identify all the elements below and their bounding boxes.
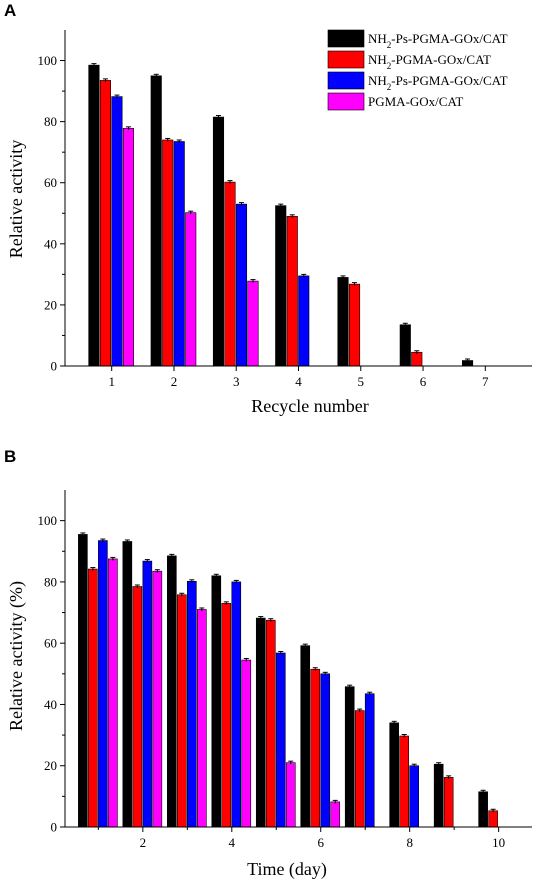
legend-swatch-0 [327,29,365,48]
x-tick-label-pa-4: 5 [358,374,365,389]
bar-pb-s1-c2 [177,594,187,828]
bar-pb-s1-c6 [354,710,365,828]
bar-pa-s2-c1 [173,141,185,367]
panel-a: A 0 20 40 60 80 100 1 2 3 4 5 6 7 NH2-Ps-PGMA-GOx/CA… [4,1,532,416]
y-tick-label-pa-5: 100 [38,53,58,68]
panel-a-y-axis-title: Relative activity [6,140,26,258]
bar-pa-s1-c5 [411,351,423,367]
bar-pb-s0-c1 [122,541,133,828]
y-tick-label-pa-0: 0 [51,359,58,374]
x-tick-label-pa-3: 4 [295,374,302,389]
y-tick-label-pb-4: 80 [44,574,57,589]
bar-pb-s0-c7 [389,722,399,828]
panel-b-y-axis-title: Relative activity (%) [6,581,27,731]
bar-pb-s1-c3 [221,603,232,828]
bar-pb-s3-c3 [241,659,252,828]
bar-pa-s2-c2 [235,203,248,367]
bar-pb-s2-c6 [364,693,375,828]
bar-pb-s0-c9 [478,791,488,828]
bar-pb-s0-c0 [78,534,88,828]
panel-b: B 0 20 40 60 80 100 2 4 6 8 10 Time (day) Relative… [4,447,532,880]
legend-label-3: PGMA-GOx/CAT [368,94,463,109]
bar-pa-s3-c2 [247,280,259,367]
bar-pb-s3-c1 [152,570,163,828]
panel-b-bars [78,532,498,828]
bar-pb-s2-c1 [142,560,153,828]
bar-pb-s3-c5 [330,801,341,828]
bar-pb-s0-c4 [255,617,266,828]
bar-pa-s0-c2 [212,116,225,367]
bar-pb-s1-c7 [399,735,409,828]
panel-b-x-axis-title: Time (day) [247,859,327,880]
bar-pa-s1-c0 [99,80,111,367]
bar-pb-s1-c5 [310,668,321,828]
bar-pb-s2-c3 [231,581,242,828]
bar-pb-s3-c2 [197,609,207,828]
bar-pa-s3-c0 [122,128,134,367]
x-tick-label-pb-5: 6 [317,835,324,850]
bar-pb-s1-c4 [265,619,276,828]
x-tick-label-pa-5: 6 [420,374,427,389]
x-tick-label-pb-1: 2 [140,835,147,850]
bar-pa-s0-c5 [399,324,411,367]
bar-pb-s2-c4 [275,652,286,828]
legend-label-2: NH2-Ps-PGMA-GOx/CAT [368,73,508,92]
bar-pa-s0-c3 [275,205,287,367]
bar-pb-s2-c5 [320,673,331,828]
bar-pb-s0-c6 [344,686,355,828]
bar-pa-s1-c2 [224,181,236,367]
bar-pb-s0-c2 [167,555,177,828]
x-tick-label-pa-2: 3 [233,374,240,389]
bar-pb-s1-c8 [443,777,454,828]
bar-pb-s2-c7 [409,765,419,828]
bar-pa-s0-c0 [88,64,100,367]
x-tick-label-pb-9: 10 [492,835,505,850]
panel-b-axes: 0 20 40 60 80 100 2 4 6 8 10 [38,490,532,850]
bar-pa-s1-c4 [348,283,361,367]
y-tick-label-pa-2: 40 [44,236,57,251]
y-tick-label-pb-2: 40 [44,697,57,712]
bar-pb-s1-c9 [488,810,498,828]
bar-pb-s1-c0 [88,568,98,828]
bar-pa-s0-c1 [150,75,162,367]
bar-pa-s1-c3 [286,216,298,367]
x-tick-label-pa-1: 2 [171,374,178,389]
y-tick-label-pb-5: 100 [38,513,58,528]
bar-pa-s2-c3 [298,275,310,367]
panel-b-letter: B [4,447,16,466]
x-tick-label-pb-3: 4 [229,835,236,850]
panel-a-legend: NH2-Ps-PGMA-GOx/CAT NH2-PGMA-GOx/CAT NH2-P… [327,29,508,111]
y-tick-label-pa-1: 20 [44,297,57,312]
legend-swatch-1 [327,50,365,69]
bar-pb-s3-c4 [285,762,296,828]
y-tick-label-pb-1: 20 [44,758,57,773]
bar-pa-s2-c0 [111,96,123,367]
panel-a-letter: A [4,1,16,20]
legend-label-0: NH2-Ps-PGMA-GOx/CAT [368,31,508,50]
panel-a-axes: 0 20 40 60 80 100 1 2 3 4 5 6 7 [38,30,532,389]
bar-pa-s0-c4 [337,277,349,367]
bar-pb-s0-c3 [211,575,222,828]
panel-a-x-axis-title: Recycle number [251,396,368,416]
x-tick-label-pa-0: 1 [108,374,115,389]
bar-pb-s1-c1 [132,586,143,828]
bar-pb-s3-c0 [108,558,118,828]
bar-pb-s2-c2 [187,580,197,828]
x-tick-label-pb-7: 8 [406,835,413,850]
bar-pb-s0-c8 [433,763,444,828]
bar-pb-s2-c0 [98,540,108,828]
bar-pa-s1-c1 [162,139,174,367]
x-tick-label-pa-6: 7 [482,374,489,389]
y-tick-label-pa-4: 80 [44,114,57,129]
legend-swatch-2 [327,71,365,90]
bar-pa-s3-c1 [185,212,197,367]
bar-pb-s0-c5 [300,645,311,828]
y-tick-label-pb-3: 60 [44,636,57,651]
legend-label-1: NH2-PGMA-GOx/CAT [368,52,491,71]
legend-swatch-3 [327,92,365,111]
y-tick-label-pa-3: 60 [44,175,57,190]
y-tick-label-pb-0: 0 [51,820,58,835]
